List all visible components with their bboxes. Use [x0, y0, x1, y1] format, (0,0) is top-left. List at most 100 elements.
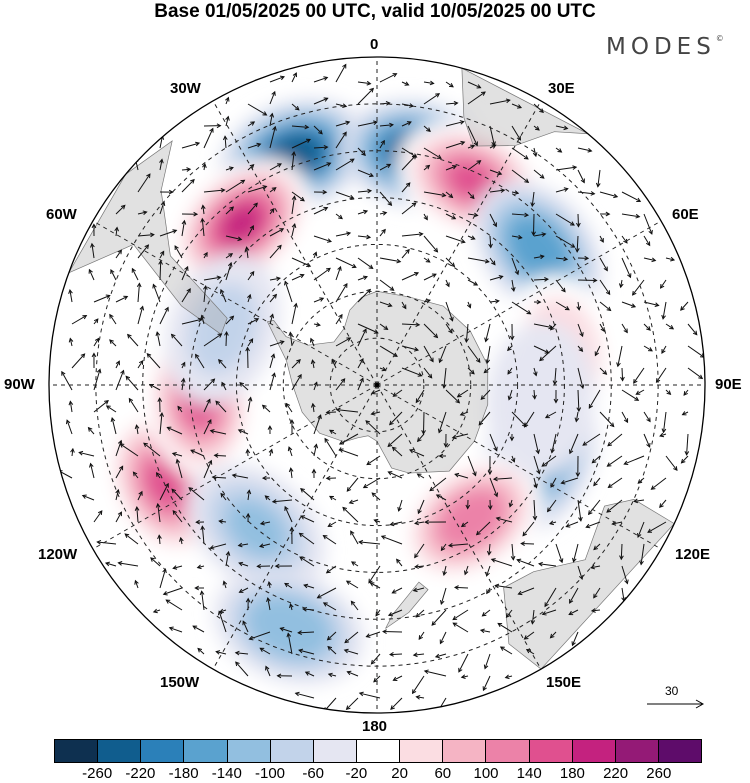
wind-vector-head	[436, 708, 441, 713]
wind-vector-head	[370, 659, 376, 665]
wind-vector	[569, 433, 579, 454]
map-title: Base 01/05/2025 00 UTC, valid 10/05/2025…	[154, 1, 596, 22]
wind-vector	[390, 697, 403, 710]
wind-vector-head	[606, 306, 612, 312]
wind-vector-head	[483, 368, 489, 374]
wind-vector-head	[155, 331, 161, 337]
wind-vector-head	[425, 258, 431, 263]
wind-vector-head	[383, 325, 389, 331]
wind-vector	[576, 235, 579, 252]
wind-vector	[371, 492, 381, 501]
wind-vector-head	[453, 585, 459, 590]
wind-vector-head	[517, 104, 523, 109]
wind-vector-head	[505, 98, 511, 104]
wind-vector-head	[582, 441, 588, 446]
wind-vector-head	[448, 83, 454, 88]
wind-vector	[232, 474, 249, 479]
wind-vector-head	[200, 204, 206, 210]
wind-vector	[335, 337, 351, 347]
wind-vector-head	[128, 397, 134, 403]
wind-vector-head	[325, 475, 331, 481]
wind-vector-head	[156, 471, 161, 477]
wind-vector-head	[254, 318, 260, 323]
wind-vector	[571, 631, 579, 646]
wind-vector-head	[164, 482, 169, 488]
wind-vector	[533, 367, 537, 376]
wind-vector	[335, 283, 348, 303]
wind-vector-head	[289, 603, 294, 609]
wind-vector	[284, 281, 293, 303]
wind-vector-head	[104, 400, 109, 405]
wind-vector	[346, 697, 359, 710]
wind-vector-head	[323, 76, 329, 81]
wind-vector-head	[411, 202, 417, 207]
wind-vector-head	[414, 564, 419, 569]
wind-vector-head	[486, 550, 492, 556]
wind-vector	[445, 121, 464, 127]
wind-vector-head	[569, 598, 574, 604]
wind-vector	[467, 213, 478, 216]
wind-vector	[317, 587, 337, 599]
wind-vector-head	[299, 273, 305, 279]
wind-vector-head	[389, 521, 395, 527]
wind-vector	[588, 499, 601, 515]
wind-vector	[593, 477, 601, 486]
wind-vector-head	[142, 210, 148, 216]
wind-vector	[247, 202, 258, 215]
wind-vector	[291, 125, 309, 128]
wind-vector-head	[698, 374, 704, 380]
wind-vector	[379, 212, 387, 215]
wind-vector	[511, 301, 531, 315]
wind-vector-head	[312, 251, 318, 257]
wind-vector-head	[416, 473, 422, 478]
wind-vector	[577, 565, 583, 580]
wind-vector-head	[470, 144, 476, 150]
wind-vector-head	[580, 178, 585, 184]
wind-vector-head	[576, 222, 581, 228]
wind-vector	[323, 602, 337, 611]
wind-vector-head	[298, 648, 304, 654]
wind-vector-head	[68, 337, 74, 343]
wind-vector-head	[470, 369, 475, 375]
wind-vector-head	[267, 581, 272, 587]
wind-vector-head	[571, 641, 576, 647]
wind-vector	[93, 295, 110, 303]
wind-vector	[120, 443, 139, 457]
wind-vector-head	[579, 332, 584, 338]
wind-vector-head	[368, 264, 374, 270]
wind-vector	[488, 543, 491, 555]
wind-vector	[606, 499, 623, 513]
wind-vector-head	[349, 194, 355, 200]
wind-vector	[124, 533, 139, 545]
wind-vector-head	[199, 590, 205, 596]
wind-vector-head	[493, 492, 499, 498]
wind-vector	[298, 649, 315, 655]
anomaly-contour	[222, 205, 261, 242]
wind-vector	[643, 213, 653, 235]
wind-vector	[643, 235, 651, 246]
wind-vector	[445, 301, 454, 321]
wind-vector-head	[411, 154, 417, 160]
wind-vector	[476, 521, 491, 536]
wind-vector	[260, 521, 271, 525]
wind-vector-head	[473, 141, 478, 147]
wind-vector-head	[162, 590, 168, 596]
wind-vector	[249, 631, 271, 640]
wind-vector	[493, 477, 513, 480]
lon-label-90e: 90E	[715, 376, 742, 393]
wind-vector	[620, 543, 623, 560]
wind-vector-head	[248, 338, 254, 344]
wind-vector	[423, 273, 437, 281]
wind-vector-head	[443, 443, 449, 448]
wind-vector-head	[259, 647, 265, 652]
wind-vector	[346, 477, 359, 492]
wind-vector-head	[651, 257, 657, 263]
wind-vector	[156, 332, 161, 347]
colorbar-tick-label: 20	[391, 765, 408, 782]
wind-vector	[582, 433, 601, 446]
wind-vector	[313, 97, 328, 105]
wind-vector-head	[186, 288, 191, 293]
wind-vector-head	[207, 419, 212, 424]
wind-vector	[665, 323, 674, 330]
